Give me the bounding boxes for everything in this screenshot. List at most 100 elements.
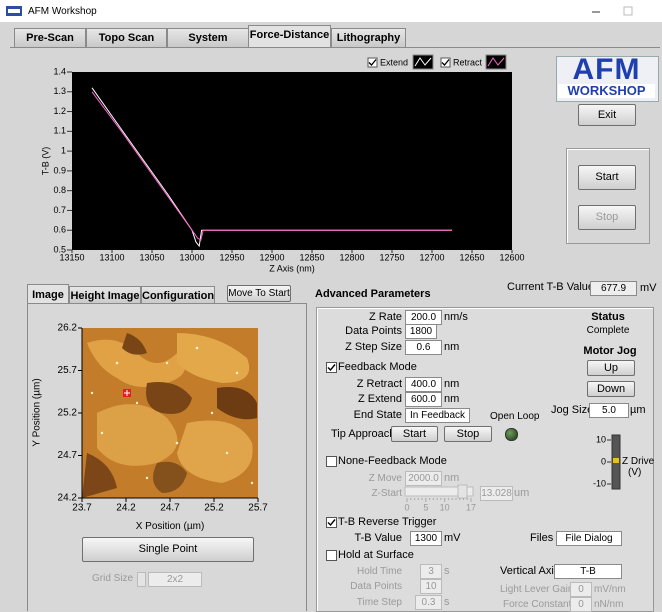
plot-area — [72, 72, 512, 250]
jog-size-field[interactable]: 5.0 — [589, 403, 629, 418]
time-step-field[interactable]: 0.3 — [415, 595, 442, 610]
hold-time-field[interactable]: 3 — [420, 564, 442, 579]
x-tick-label: 24.2 — [116, 503, 136, 514]
x-axis-label: Z Axis (nm) — [269, 263, 315, 273]
unit: mV/nm — [594, 583, 626, 596]
x-tick-label: 12950 — [219, 252, 244, 262]
open-loop-label: Open Loop — [490, 410, 540, 423]
x-tick-label: 12750 — [379, 252, 404, 262]
unit: mV — [444, 532, 461, 545]
checkbox[interactable] — [326, 550, 337, 561]
checkbox-label: Hold at Surface — [338, 549, 414, 562]
field-label: Z Extend — [302, 393, 402, 406]
field-label: Data Points — [302, 325, 402, 338]
afm-image — [82, 328, 258, 498]
x-tick-label: 12650 — [459, 252, 484, 262]
y-tick-label: 0.8 — [53, 185, 66, 195]
checkbox-label: T-B Reverse Trigger — [338, 516, 436, 529]
y-tick-label: 1.1 — [53, 126, 66, 136]
motor-jog-label: Motor Jog — [580, 345, 640, 358]
field-label: T-B Value — [302, 532, 402, 545]
checkbox-label: None-Feedback Mode — [338, 455, 447, 468]
checkbox[interactable] — [326, 456, 337, 467]
field-label: Files — [530, 532, 553, 545]
y-tick-label: 0.9 — [53, 165, 66, 175]
slider-tick-label: 0 — [404, 502, 409, 512]
tip-start-button[interactable]: Start — [391, 426, 438, 442]
y-tick-label: 1 — [61, 145, 66, 155]
z-rate-field[interactable]: 200.0 — [405, 310, 442, 325]
y-tick-label: 0.6 — [53, 225, 66, 235]
grid-size-spinner[interactable] — [137, 572, 146, 587]
field-label: Vertical Axis — [500, 565, 559, 578]
hold-points-field[interactable]: 10 — [420, 579, 442, 594]
unit: s — [444, 596, 450, 609]
y-axis-label: Y Position (µm) — [31, 363, 44, 463]
current-tb-label: Current T-B Value — [507, 281, 594, 294]
x-tick-label: 13050 — [139, 252, 164, 262]
legend-label: Retract — [453, 57, 483, 67]
grid-size-field[interactable]: 2x2 — [148, 572, 202, 587]
y-tick-label: 24.2 — [58, 493, 78, 504]
exit-button[interactable]: Exit — [578, 104, 636, 126]
end-state-field[interactable]: In Feedback — [405, 408, 470, 423]
x-tick-label: 23.7 — [72, 503, 92, 514]
window-controls[interactable] — [590, 5, 650, 17]
vertical-axis-field[interactable]: T-B — [554, 564, 622, 579]
unit: nm — [444, 341, 459, 354]
field-label: Z Rate — [302, 311, 402, 324]
unit: um — [514, 487, 529, 500]
y-tick-label: 25.7 — [58, 365, 78, 376]
move-to-start-button[interactable]: Move To Start — [227, 285, 291, 302]
unit: nm — [444, 393, 459, 406]
start-button[interactable]: Start — [578, 165, 636, 190]
data-points-field[interactable]: 1800 — [405, 324, 437, 339]
z-drive-tick-label: 0 — [601, 456, 606, 466]
image-tab[interactable]: Image — [27, 284, 69, 304]
y-tick-label: 1.2 — [53, 106, 66, 116]
slider-tick-label: 5 — [423, 502, 428, 512]
light-lever-field[interactable]: 0 — [570, 582, 592, 597]
unit: µm — [630, 404, 646, 417]
field-label: Z Step Size — [302, 341, 402, 354]
x-tick-label: 25.2 — [204, 503, 224, 514]
field-label: Z Move — [302, 472, 402, 485]
x-tick-label: 25.7 — [248, 503, 268, 514]
field-label: Jog Size — [551, 404, 593, 417]
x-tick-label: 12900 — [259, 252, 284, 262]
stop-button[interactable]: Stop — [578, 205, 636, 230]
jog-up-button[interactable]: Up — [587, 360, 635, 376]
z-step-field[interactable]: 0.6 — [405, 340, 442, 355]
field-label: Light Lever Gain — [500, 583, 573, 596]
z-drive-tick-label: 10 — [596, 434, 606, 444]
checkbox[interactable] — [326, 517, 337, 528]
unit: nm — [444, 378, 459, 391]
single-point-button[interactable]: Single Point — [82, 537, 254, 562]
z-start-value: 13.028 — [480, 486, 513, 501]
files-field[interactable]: File Dialog — [556, 531, 622, 546]
y-tick-label: 1.3 — [53, 86, 66, 96]
unit: nN/nm — [594, 598, 623, 611]
z-extend-field[interactable]: 600.0 — [405, 392, 442, 407]
logo-text: AFM — [556, 55, 657, 85]
jog-down-button[interactable]: Down — [587, 381, 635, 397]
x-tick-label: 13100 — [99, 252, 124, 262]
logo-subtext: WORKSHOP — [558, 84, 655, 98]
field-label: End State — [302, 409, 402, 422]
unit: nm/s — [444, 311, 468, 324]
tip-stop-button[interactable]: Stop — [444, 426, 492, 442]
page: AFM Workshop Pre-Scan Topo Scan System F… — [0, 0, 662, 610]
slider-tick-label: 10 — [440, 502, 450, 512]
check-mark — [327, 518, 336, 527]
unit: s — [444, 565, 450, 578]
z-retract-field[interactable]: 400.0 — [405, 377, 442, 392]
unit: mV — [640, 282, 657, 295]
tb-value-field[interactable]: 1300 — [410, 531, 442, 546]
status-label: Status — [583, 311, 633, 324]
checkbox[interactable] — [326, 362, 337, 373]
image-tab[interactable]: Configuration — [141, 286, 215, 304]
image-tab[interactable]: Height Image — [69, 286, 141, 304]
legend-label: Extend — [380, 57, 408, 67]
